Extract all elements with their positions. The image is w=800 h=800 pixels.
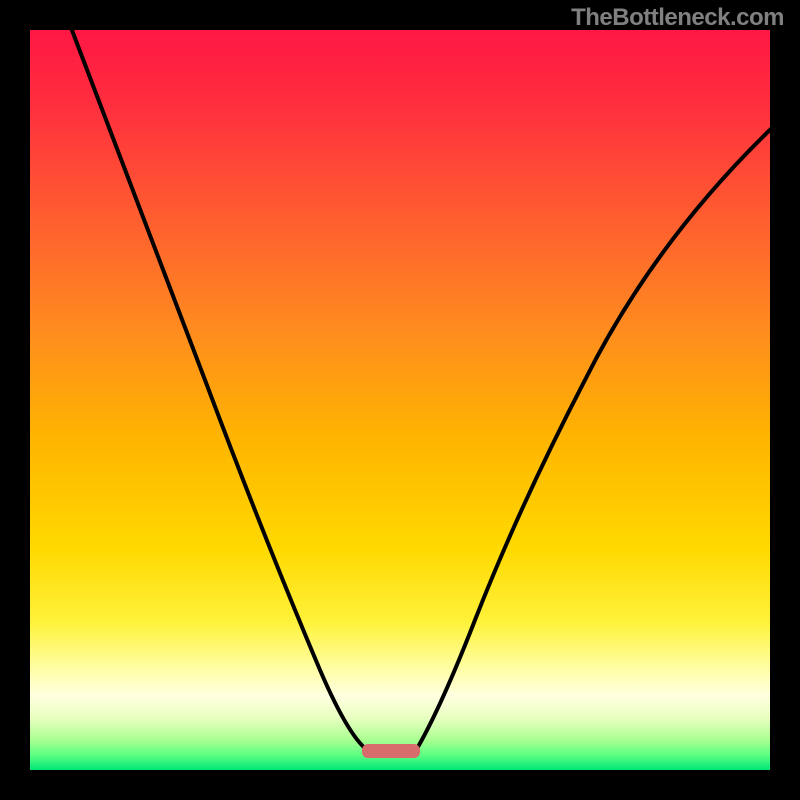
watermark-text: TheBottleneck.com — [571, 4, 784, 32]
plot-area — [30, 30, 770, 770]
left-curve — [70, 30, 370, 752]
chart-container: TheBottleneck.com — [0, 0, 800, 800]
right-curve — [415, 125, 770, 752]
curves-layer — [30, 30, 770, 770]
valley-marker — [362, 744, 420, 758]
